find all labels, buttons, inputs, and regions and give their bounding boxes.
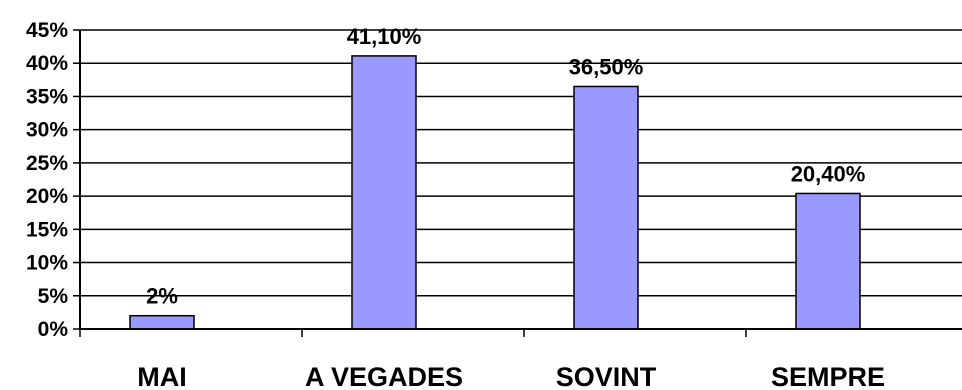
y-tick-labels: 0% 5% 10% 15% 20% 25% 30% 35% 40% 45%	[26, 19, 68, 341]
y-tick-label: 35%	[26, 85, 68, 108]
bar	[796, 193, 860, 329]
data-label: 36,50%	[569, 54, 644, 79]
data-label: 41,10%	[347, 24, 422, 49]
category-label: A VEGADES	[305, 362, 463, 390]
data-label: 2%	[146, 284, 178, 309]
y-tick-label: 30%	[26, 119, 68, 142]
category-label: SEMPRE	[771, 362, 885, 390]
y-tick-label: 0%	[38, 318, 69, 341]
y-tick-label: 15%	[26, 218, 68, 241]
y-tick-label: 25%	[26, 152, 68, 175]
y-tick-label: 45%	[26, 19, 68, 42]
category-label: SOVINT	[556, 362, 657, 390]
data-label: 20,40%	[791, 161, 866, 186]
category-label: MAI	[137, 362, 187, 390]
y-tick-label: 10%	[26, 252, 68, 275]
bar	[130, 316, 194, 329]
y-tick-label: 20%	[26, 185, 68, 208]
y-tick-label: 40%	[26, 52, 68, 75]
bar	[574, 86, 638, 329]
data-labels: 2% 41,10% 36,50% 20,40%	[146, 24, 865, 309]
bar	[352, 56, 416, 329]
y-tick-label: 5%	[38, 285, 69, 308]
category-labels: MAI A VEGADES SOVINT SEMPRE	[137, 362, 885, 390]
